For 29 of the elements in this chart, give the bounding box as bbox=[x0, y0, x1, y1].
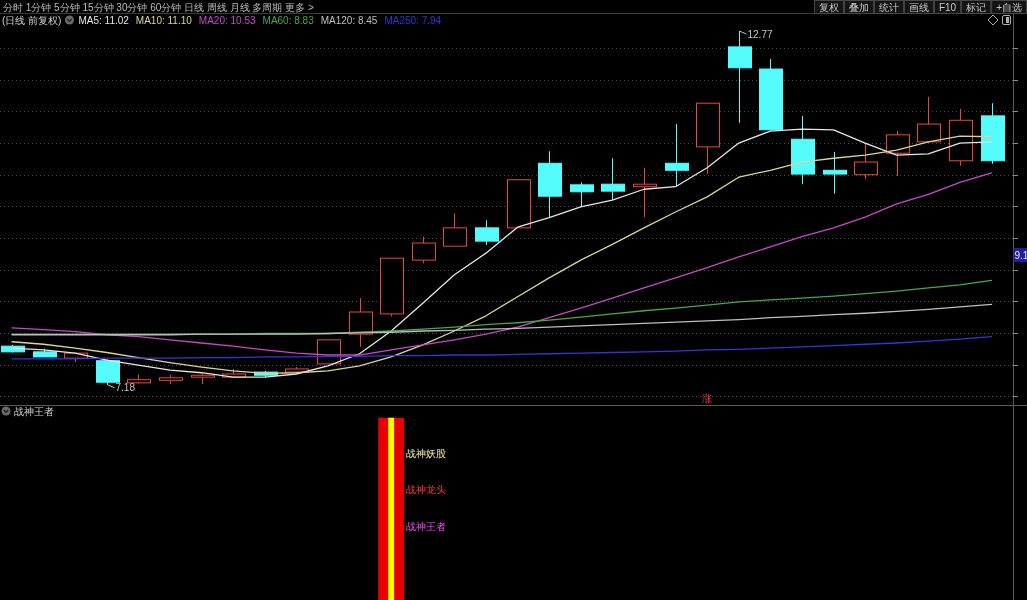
candlestick bbox=[349, 297, 373, 348]
text: MA5: 11.02 bbox=[78, 14, 130, 26]
text: MA10: 11.10 bbox=[135, 14, 193, 26]
text: 复权 叠加 统计 画线 F10 标记 +自选 bbox=[818, 1, 1022, 13]
chart-title: (日线 前复权) bbox=[2, 14, 62, 26]
candlestick bbox=[696, 102, 720, 175]
text: 分时 1分钟 5分钟 15分钟 30分钟 60分钟 日线 周线 月线 多周期 更多 > bbox=[3, 1, 315, 13]
annotation: 战神妖股 bbox=[406, 447, 447, 459]
text: MA60: 8.83 bbox=[262, 14, 315, 26]
text: MA20: 10.53 bbox=[198, 14, 256, 26]
candlestick bbox=[917, 96, 941, 143]
annotation: 战神龙头 bbox=[406, 484, 447, 495]
text: 涨 bbox=[702, 392, 713, 404]
text: MA250: 7.94 bbox=[384, 14, 442, 26]
candlestick bbox=[601, 157, 625, 201]
candlestick bbox=[570, 181, 594, 208]
candlestick bbox=[443, 212, 467, 247]
candlestick bbox=[886, 130, 910, 177]
candlestick bbox=[665, 123, 689, 187]
text: 7.18 bbox=[115, 382, 135, 394]
candlestick bbox=[475, 219, 499, 246]
candlestick bbox=[949, 108, 973, 167]
candlestick bbox=[854, 142, 878, 180]
text: 12.77 bbox=[747, 28, 773, 40]
text: MA120: 8.45 bbox=[320, 14, 378, 26]
text: 9.1 bbox=[1014, 249, 1027, 261]
annotation: 战神王者 bbox=[406, 520, 447, 532]
candlestick bbox=[823, 151, 847, 195]
chart-title: 战神王者 bbox=[14, 405, 54, 417]
